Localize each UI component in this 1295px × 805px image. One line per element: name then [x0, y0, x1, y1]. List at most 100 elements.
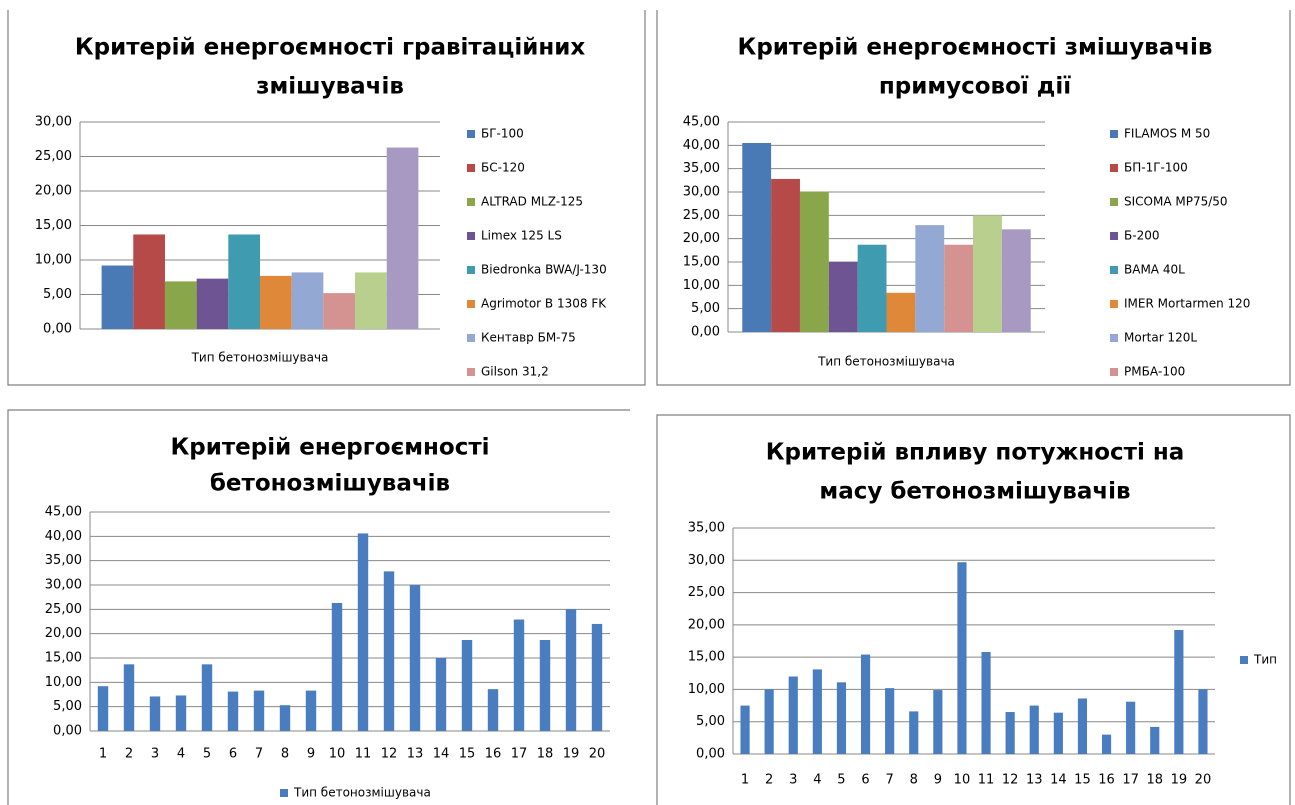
y-tick-label: 30,00 — [688, 553, 725, 568]
legend-label: РМБА-100 — [1124, 365, 1185, 379]
x-tick-label: 18 — [537, 747, 554, 762]
legend-swatch — [1110, 232, 1118, 240]
y-tick-label: 5,00 — [53, 699, 82, 714]
y-tick-label: 30,00 — [35, 115, 72, 130]
bar — [228, 234, 260, 329]
bar — [1001, 229, 1031, 332]
x-tick-label: 4 — [177, 747, 185, 762]
bar — [1005, 712, 1015, 754]
legend-label: ALTRAD MLZ-125 — [481, 195, 583, 209]
panel-frame — [656, 414, 1291, 805]
x-tick-label: 6 — [229, 747, 237, 762]
bar — [771, 178, 800, 332]
y-tick-label: 5,00 — [691, 301, 720, 316]
bar — [291, 272, 324, 329]
y-tick-label: 25,00 — [688, 585, 725, 600]
bar — [175, 695, 187, 731]
bar — [1150, 726, 1160, 754]
x-tick-label: 5 — [203, 747, 211, 762]
x-tick-label: 14 — [433, 747, 450, 762]
bar — [740, 705, 750, 754]
y-tick-label: 20,00 — [683, 231, 720, 246]
y-tick-label: 40,00 — [683, 138, 720, 153]
x-tick-label: 17 — [1122, 773, 1139, 788]
x-tick-label: 15 — [459, 747, 476, 762]
bar — [123, 664, 135, 731]
legend-label: Limex 125 LS — [481, 229, 562, 243]
x-tick-label: 17 — [511, 747, 528, 762]
y-tick-label: 20,00 — [688, 617, 725, 632]
x-tick-label: 15 — [1074, 773, 1091, 788]
bar — [860, 654, 871, 754]
panel-frame — [7, 10, 646, 386]
y-tick-label: 25,00 — [683, 208, 720, 223]
y-tick-label: 20,00 — [35, 184, 72, 199]
legend-swatch — [467, 300, 475, 308]
x-tick-label: 9 — [307, 747, 315, 762]
legend-swatch — [1240, 656, 1248, 664]
x-tick-label: 6 — [861, 773, 869, 788]
y-tick-label: 0,00 — [691, 325, 720, 340]
y-tick-label: 10,00 — [45, 675, 82, 690]
x-tick-label: 9 — [934, 773, 942, 788]
bar — [886, 292, 916, 332]
legend-label: Тип бетонозмішувача — [293, 786, 431, 800]
x-tick-label: 11 — [978, 773, 995, 788]
bar — [253, 690, 265, 731]
y-tick-label: 5,00 — [696, 714, 725, 729]
chart-title: Критерій впливу потужності на — [766, 440, 1185, 466]
y-tick-label: 15,00 — [35, 218, 72, 233]
y-tick-label: 10,00 — [35, 253, 72, 268]
y-tick-label: 25,00 — [45, 602, 82, 617]
bar — [1053, 712, 1063, 754]
x-tick-label: 20 — [589, 747, 606, 762]
legend-swatch — [467, 266, 475, 274]
bar — [885, 688, 895, 754]
legend-swatch — [467, 368, 475, 376]
x-tick-label: 12 — [1002, 773, 1019, 788]
x-tick-label: 1 — [741, 773, 749, 788]
y-tick-label: 0,00 — [43, 322, 72, 337]
chart-title: Критерій енергоємності — [170, 435, 489, 461]
chart-title: змішувачів — [256, 74, 404, 100]
bar — [933, 690, 943, 754]
bar — [915, 225, 945, 332]
bar — [196, 278, 229, 329]
x-tick-label: 19 — [563, 747, 580, 762]
bar — [357, 533, 369, 731]
bar — [836, 682, 847, 754]
legend-label: IMER Mortarmen 120 — [1124, 297, 1250, 311]
x-tick-label: 2 — [125, 747, 133, 762]
legend-swatch — [467, 198, 475, 206]
bar — [97, 686, 109, 731]
legend-swatch — [1110, 368, 1118, 376]
bar — [981, 651, 991, 754]
y-tick-label: 0,00 — [53, 724, 82, 739]
chart-title: Критерій енергоємності змішувачів — [738, 35, 1213, 61]
x-tick-label: 11 — [355, 747, 372, 762]
legend-label: Biedronka BWA/J-130 — [481, 263, 607, 277]
bar — [149, 696, 161, 731]
legend-label: SICOMA MP75/50 — [1124, 195, 1228, 209]
x-tick-label: 10 — [954, 773, 971, 788]
y-tick-label: 30,00 — [683, 185, 720, 200]
x-tick-label: 2 — [765, 773, 773, 788]
x-tick-label: Тип бетонозмішувача — [191, 351, 329, 365]
x-tick-label: 5 — [837, 773, 845, 788]
x-tick-label: 10 — [329, 747, 346, 762]
chart-title: масу бетонозмішувачів — [819, 479, 1130, 505]
y-tick-label: 35,00 — [683, 161, 720, 176]
bar — [788, 676, 798, 754]
x-tick-label: 3 — [789, 773, 797, 788]
bar — [764, 689, 774, 754]
y-tick-label: 35,00 — [688, 521, 725, 536]
bar — [386, 147, 419, 329]
bar — [1029, 705, 1039, 754]
y-tick-label: 20,00 — [45, 626, 82, 641]
legend-label: Б-200 — [1124, 229, 1159, 243]
bar — [539, 639, 551, 731]
bar — [799, 191, 829, 332]
legend-swatch — [1110, 198, 1118, 206]
bar — [323, 293, 356, 329]
